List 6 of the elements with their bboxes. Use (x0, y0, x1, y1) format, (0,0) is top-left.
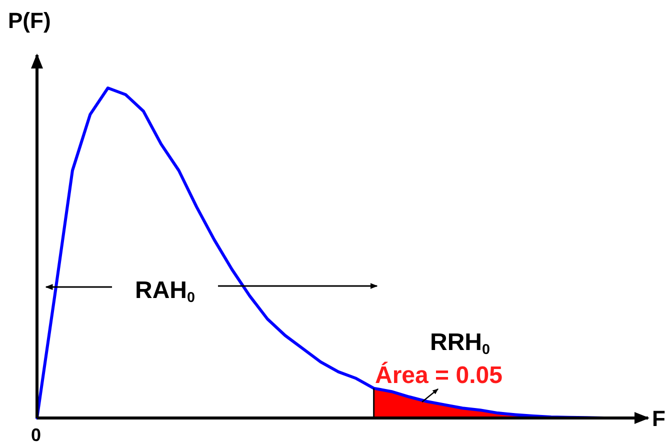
annotation: Área = 0.05 (375, 361, 502, 389)
x-axis-title: F (652, 406, 666, 431)
text: 0 (30, 425, 42, 443)
annotation: RRH$_{0}$ (430, 329, 490, 358)
y-axis-title: P(F) (8, 8, 51, 33)
annotation: RAH$_{0}$ (134, 277, 196, 306)
